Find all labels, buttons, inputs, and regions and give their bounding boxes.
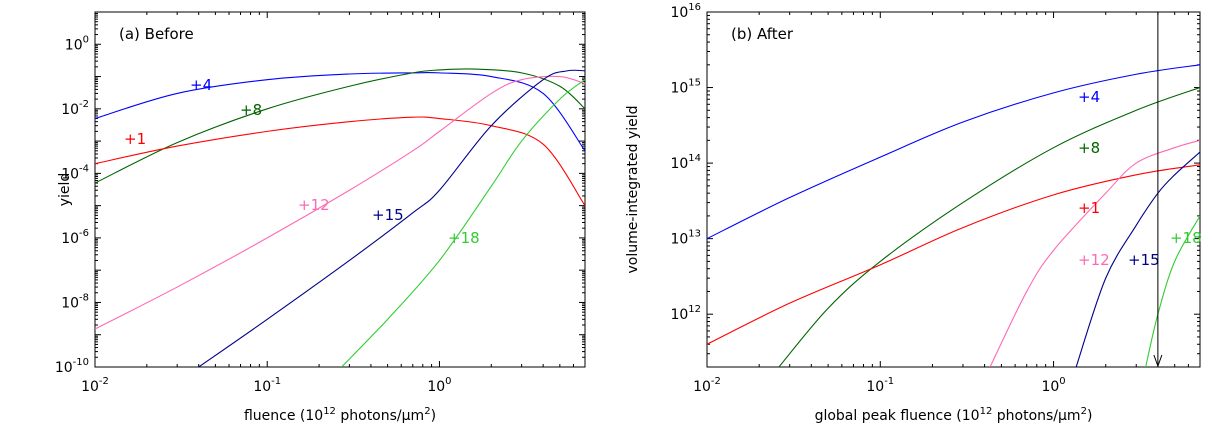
- fluence-marker-arrowhead: [1153, 354, 1163, 368]
- plot-frame: [706, 11, 1201, 368]
- x-tick-label: 10-1: [866, 376, 894, 395]
- series-group: [707, 64, 1200, 367]
- series-label: +8: [1078, 139, 1100, 157]
- x-tick-label: 100: [1041, 376, 1065, 395]
- series-line-plus12: [989, 139, 1200, 367]
- y-tick-label: 10-8: [61, 292, 89, 311]
- plot-frame: [94, 11, 586, 368]
- series-label: +18: [1170, 229, 1202, 247]
- x-axis-title: fluence (1012 photons/μm2): [244, 406, 436, 424]
- series-line-plus8: [778, 87, 1200, 367]
- y-tick-label: 10-2: [61, 99, 89, 118]
- y-tick-label: 10-10: [55, 357, 89, 376]
- x-tick-label: 10-1: [253, 376, 281, 395]
- x-tick-label: 100: [427, 376, 451, 395]
- chart-panel-after: 10-2 10-1 100 1012 1013 1014 1015 1016 global pe…: [625, 2, 1202, 424]
- y-tick-label: 1016: [670, 2, 701, 21]
- series-line-plus8: [95, 68, 585, 184]
- y-tick-label: 1014: [670, 153, 701, 172]
- series-line-plus18: [1145, 215, 1200, 367]
- y-tick-label: 10-6: [61, 228, 89, 247]
- y-tick-label: 10-4: [61, 163, 89, 182]
- panel-label: (b) After: [731, 25, 794, 43]
- y-axis-title: yield: [57, 173, 73, 207]
- series-line-plus1: [707, 164, 1200, 345]
- series-label: +18: [448, 229, 480, 247]
- series-line-plus4: [707, 64, 1200, 240]
- chart-panel-before: 10-2 10-1 100 10-10 10-8 10-6 10-4 10-2 100 fluen…: [55, 11, 586, 424]
- series-line-plus15: [1075, 151, 1200, 367]
- series-group: [95, 68, 585, 367]
- y-tick-label: 1013: [670, 229, 701, 248]
- x-tick-label: 10-2: [81, 376, 109, 395]
- x-tick-label: 10-2: [693, 376, 721, 395]
- series-line-plus18: [341, 79, 585, 367]
- series-label: +1: [124, 130, 146, 148]
- series-label: +8: [240, 101, 262, 119]
- series-label: +15: [1128, 251, 1160, 269]
- series-line-plus1: [95, 116, 585, 206]
- series-label: +15: [372, 206, 404, 224]
- series-line-plus4: [95, 72, 585, 152]
- x-axis-title: global peak fluence (1012 photons/μm2): [815, 406, 1093, 424]
- y-tick-label: 1015: [670, 78, 701, 97]
- y-tick-label: 100: [65, 34, 89, 53]
- series-label: +12: [1078, 251, 1110, 269]
- series-label: +4: [1078, 88, 1100, 106]
- y-tick-label: 1012: [670, 304, 701, 323]
- series-label: +4: [190, 76, 212, 94]
- series-line-plus12: [95, 75, 585, 330]
- series-label: +1: [1078, 199, 1100, 217]
- panel-label: (a) Before: [119, 25, 194, 43]
- series-line-plus15: [198, 69, 585, 367]
- series-label: +12: [298, 196, 330, 214]
- y-axis-title: volume-integrated yield: [625, 105, 641, 273]
